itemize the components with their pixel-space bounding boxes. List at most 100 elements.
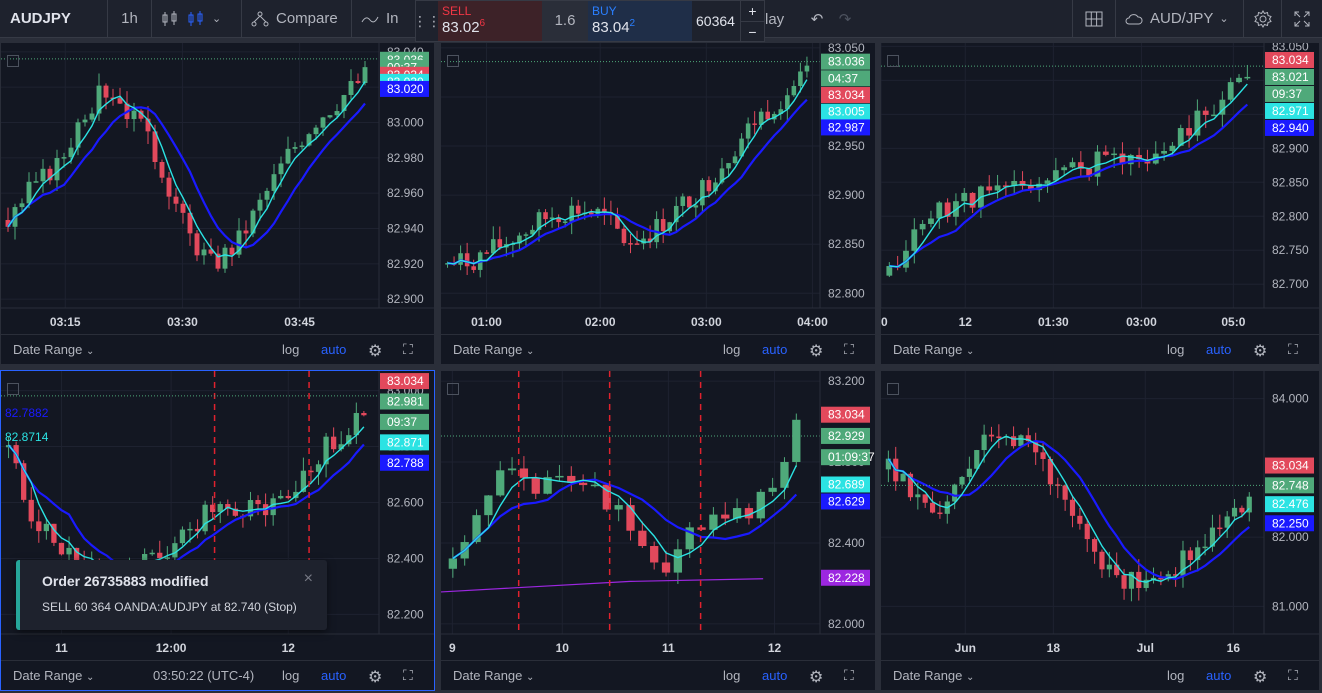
- settings-button[interactable]: [1244, 0, 1282, 38]
- fullscreen-icon[interactable]: ⛶: [844, 667, 854, 683]
- gear-icon[interactable]: ⚙: [368, 343, 383, 360]
- log-toggle[interactable]: log: [1167, 668, 1185, 683]
- drag-handle-icon[interactable]: ⋮⋮: [413, 12, 441, 29]
- quantity-input[interactable]: 60364: [696, 13, 735, 29]
- chart-canvas[interactable]: 83.05083.00082.95082.90082.85082.80082.7…: [881, 43, 1320, 336]
- candle: [225, 504, 231, 509]
- chart-canvas[interactable]: 83.04083.02083.00082.98082.96082.94082.9…: [1, 43, 435, 336]
- auto-scale-toggle[interactable]: auto: [321, 342, 347, 357]
- collapse-pane-icon[interactable]: [447, 383, 459, 395]
- auto-scale-toggle[interactable]: auto: [762, 342, 788, 357]
- date-range-button[interactable]: Date Range ⌄: [893, 342, 975, 357]
- fullscreen-icon[interactable]: ⛶: [844, 341, 854, 357]
- chart-pane-2[interactable]: 83.05083.00082.95082.90082.85082.80083.0…: [440, 42, 876, 365]
- chart-canvas[interactable]: 83.00082.80082.60082.40082.20083.03482.9…: [1, 371, 435, 662]
- gear-icon[interactable]: ⚙: [1253, 669, 1268, 686]
- interval-selector[interactable]: 1h: [108, 0, 152, 38]
- chart-pane-4[interactable]: 83.00082.80082.60082.40082.20083.03482.9…: [0, 370, 435, 691]
- chart-canvas[interactable]: 83.20082.80082.60082.40082.00083.03482.9…: [441, 371, 876, 662]
- candle: [706, 180, 712, 192]
- time-tick-label: 11: [662, 641, 675, 655]
- compare-button[interactable]: Compare: [242, 0, 352, 38]
- collapse-pane-icon[interactable]: [7, 383, 19, 395]
- fullscreen-icon[interactable]: ⛶: [403, 341, 413, 357]
- price-tick-label: 82.400: [828, 536, 865, 550]
- buy-button[interactable]: BUY 83.042: [588, 1, 692, 41]
- candle: [164, 557, 170, 559]
- log-toggle[interactable]: log: [282, 668, 300, 683]
- candle: [149, 552, 155, 555]
- candle: [271, 174, 277, 191]
- candle: [1128, 571, 1135, 589]
- log-toggle[interactable]: log: [723, 342, 741, 357]
- date-range-button[interactable]: Date Range ⌄: [453, 668, 535, 683]
- candle: [362, 67, 368, 84]
- price-axis: 83.00082.80082.60082.40082.20083.03482.9…: [378, 371, 429, 634]
- slow-moving-average: [887, 439, 1250, 581]
- date-range-button[interactable]: Date Range ⌄: [453, 342, 535, 357]
- fullscreen-button[interactable]: [1282, 0, 1322, 38]
- chart-pane-5[interactable]: 83.20082.80082.60082.40082.00083.03482.9…: [440, 370, 876, 691]
- chart-canvas[interactable]: 84.000 82.000 81.000 83.034 82.748 82.476 82.2…: [881, 371, 1320, 662]
- log-toggle[interactable]: log: [282, 342, 300, 357]
- date-range-button[interactable]: Date Range ⌄: [13, 342, 95, 357]
- quantity-decrease-button[interactable]: −: [741, 21, 764, 41]
- candle: [959, 476, 965, 485]
- svg-text:09:37: 09:37: [387, 415, 417, 429]
- chart-style-button[interactable]: ⌄: [152, 0, 242, 38]
- price-tick-label: 82.200: [387, 607, 424, 621]
- close-icon[interactable]: ×: [303, 570, 313, 587]
- price-tick-label: 82.950: [828, 139, 865, 153]
- svg-text:83.020: 83.020: [387, 82, 424, 96]
- collapse-pane-icon[interactable]: [887, 55, 899, 67]
- candle: [96, 85, 102, 114]
- candle: [89, 113, 95, 120]
- chart-pane-6[interactable]: 84.000 82.000 81.000 83.034 82.748 82.476 82.2…: [880, 370, 1320, 691]
- gear-icon[interactable]: ⚙: [368, 669, 383, 686]
- svg-text:83.034: 83.034: [828, 88, 865, 102]
- auto-scale-toggle[interactable]: auto: [321, 668, 347, 683]
- gear-icon[interactable]: ⚙: [1253, 343, 1268, 360]
- symbol-sync-button[interactable]: AUD/JPY ⌄: [1116, 0, 1244, 38]
- candle: [1143, 579, 1149, 588]
- auto-scale-toggle[interactable]: auto: [762, 668, 788, 683]
- chart-canvas[interactable]: 83.05083.00082.95082.90082.85082.80083.0…: [441, 43, 876, 336]
- date-range-button[interactable]: Date Range ⌄: [893, 668, 975, 683]
- candle: [1055, 484, 1061, 486]
- symbol-search[interactable]: AUDJPY: [0, 0, 108, 38]
- candle: [567, 475, 576, 483]
- undo-icon[interactable]: ↶: [810, 11, 824, 28]
- candle: [900, 473, 906, 482]
- indicators-button[interactable]: In: [352, 0, 412, 38]
- price-label: 82.987: [821, 119, 870, 136]
- auto-scale-toggle[interactable]: auto: [1206, 668, 1232, 683]
- quantity-increase-button[interactable]: +: [748, 3, 757, 19]
- date-range-button[interactable]: Date Range ⌄: [13, 668, 95, 683]
- chart-pane-1[interactable]: 83.04083.02083.00082.98082.96082.94082.9…: [0, 42, 435, 365]
- collapse-pane-icon[interactable]: [887, 383, 899, 395]
- collapse-pane-icon[interactable]: [447, 55, 459, 67]
- log-toggle[interactable]: log: [1167, 342, 1185, 357]
- collapse-pane-icon[interactable]: [7, 55, 19, 67]
- redo-icon[interactable]: ↷: [838, 11, 852, 28]
- fullscreen-icon[interactable]: ⛶: [403, 667, 413, 683]
- price-tick-label: 82.900: [1272, 141, 1309, 155]
- candle: [496, 470, 505, 496]
- candle: [172, 543, 178, 558]
- gear-icon[interactable]: ⚙: [809, 669, 824, 686]
- sell-button[interactable]: SELL 83.026: [438, 1, 542, 41]
- replay-button[interactable]: lay: [765, 10, 785, 28]
- candle: [1202, 546, 1208, 549]
- layout-button[interactable]: [1072, 0, 1116, 38]
- candle: [1069, 162, 1076, 168]
- log-toggle[interactable]: log: [723, 668, 741, 683]
- svg-text:83.034: 83.034: [1272, 459, 1309, 473]
- auto-scale-toggle[interactable]: auto: [1206, 342, 1232, 357]
- candle: [1036, 183, 1043, 191]
- fullscreen-icon[interactable]: ⛶: [1288, 667, 1298, 683]
- fullscreen-icon[interactable]: ⛶: [1288, 341, 1298, 357]
- gear-icon[interactable]: ⚙: [809, 343, 824, 360]
- chart-pane-3[interactable]: 83.05083.00082.95082.90082.85082.80082.7…: [880, 42, 1320, 365]
- candle: [19, 203, 25, 208]
- candle: [680, 196, 686, 206]
